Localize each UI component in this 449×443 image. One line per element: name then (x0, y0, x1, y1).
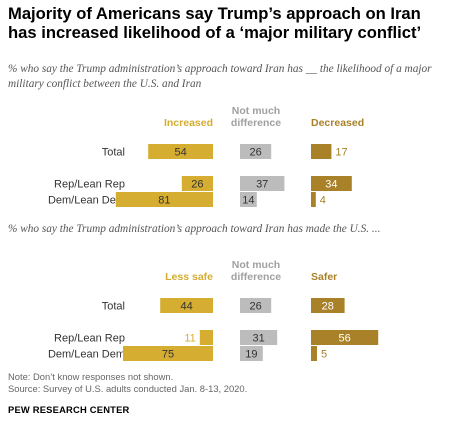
chart-1-subtitle: % who say the Trump administration’s app… (8, 63, 432, 90)
bar-safer (311, 346, 317, 361)
bar-less-safe (123, 346, 213, 361)
bar-value-label: 17 (335, 147, 347, 159)
category-label: Rep/Lean Rep (54, 333, 125, 345)
series-header-middle-line: difference (231, 117, 281, 129)
bar-less-safe (160, 298, 213, 313)
bar-value-label: 5 (321, 349, 327, 361)
bar-value-label: 11 (184, 333, 195, 345)
bar-value-label: 75 (162, 349, 174, 361)
bar-not-much-difference (240, 176, 285, 191)
category-label: Dem/Lean Dem (48, 195, 125, 207)
bar-value-label: 26 (249, 147, 261, 159)
footnote: Note: Don’t know responses not shown. (8, 371, 174, 382)
bar-value-label: 14 (242, 195, 254, 207)
bar-value-label: 28 (322, 301, 334, 313)
source-note: Source: Survey of U.S. adults conducted … (8, 383, 248, 394)
bar-decreased (311, 192, 316, 207)
series-header-left: Less safe (165, 271, 213, 283)
bar-value-label: 54 (174, 147, 186, 159)
brand-logo-text: PEW RESEARCH CENTER (8, 404, 130, 415)
series-header-middle-line: difference (231, 271, 281, 283)
series-header-middle-line: Not much (232, 259, 280, 271)
series-header-right-line: Safer (311, 271, 337, 283)
bar-increased (148, 144, 213, 159)
category-label: Rep/Lean Rep (54, 179, 125, 191)
bar-decreased (311, 176, 352, 191)
bar-increased (115, 192, 213, 207)
bar-value-label: 81 (158, 195, 170, 207)
bar-not-much-difference (240, 144, 272, 159)
bar-not-much-difference (240, 346, 263, 361)
bar-not-much-difference (240, 298, 272, 313)
bar-value-label: 37 (256, 179, 268, 191)
category-label: Total (102, 147, 125, 159)
bar-decreased (311, 144, 332, 159)
bar-value-label: 19 (245, 349, 257, 361)
bar-increased (181, 176, 213, 191)
bar-value-label: 26 (191, 179, 203, 191)
series-header-middle-line: Not much (232, 105, 280, 117)
bar-value-label: 56 (338, 333, 350, 345)
bar-value-label: 4 (320, 195, 326, 207)
series-header-right-line: Decreased (311, 117, 364, 129)
bar-safer (311, 298, 345, 313)
bar-safer (311, 330, 379, 345)
chart-2-subtitle: % who say the Trump administration’s app… (8, 223, 381, 235)
bar-value-label: 31 (252, 333, 264, 345)
series-header-right: Decreased (311, 117, 364, 129)
category-label: Total (102, 301, 125, 313)
bar-less-safe (199, 330, 213, 345)
bar-value-label: 26 (249, 301, 261, 313)
category-label: Dem/Lean Dem (48, 349, 125, 361)
bar-not-much-difference (240, 192, 257, 207)
bar-value-label: 34 (325, 179, 337, 191)
bar-value-label: 44 (180, 301, 192, 313)
bar-not-much-difference (240, 330, 278, 345)
series-header-left-line: Increased (164, 117, 213, 129)
series-header-left-line: Less safe (165, 271, 213, 283)
series-header-right: Safer (311, 271, 337, 283)
chart-title: Majority of Americans say Trump’s approa… (8, 4, 422, 42)
series-header-left: Increased (164, 117, 213, 129)
